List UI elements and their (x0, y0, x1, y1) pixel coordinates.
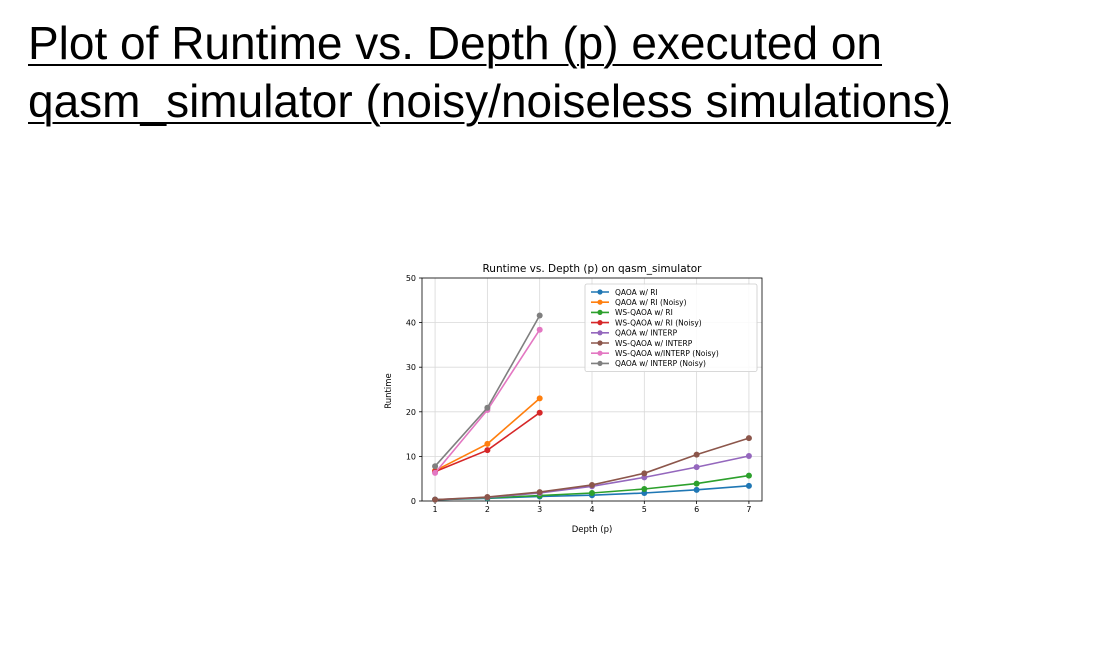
data-point (693, 486, 700, 493)
legend-marker (597, 299, 603, 305)
legend-label: QAOA w/ RI (615, 288, 658, 297)
data-point (589, 481, 595, 488)
data-point (745, 472, 752, 479)
legend-marker (597, 330, 603, 336)
legend-label: QAOA w/ INTERP (Noisy) (615, 359, 706, 368)
y-tick-label: 20 (406, 408, 416, 417)
legend-marker (597, 289, 603, 295)
x-axis-label: Depth (p) (572, 525, 613, 535)
legend-item: WS-QAOA w/ RI (Noisy) (591, 318, 702, 327)
chart-figure: 1 2 3 4 5 6 7 0 10 20 30 40 50 Runtime vs. Depth (p)… (380, 258, 780, 538)
y-tick-label: 40 (406, 319, 416, 328)
legend-label: WS-QAOA w/ INTERP (615, 339, 693, 348)
data-point (432, 496, 439, 503)
data-point (745, 482, 752, 489)
y-tick-label: 50 (406, 274, 416, 283)
legend-marker (597, 320, 603, 326)
data-point (536, 312, 543, 319)
legend-marker (597, 350, 603, 356)
runtime-line-chart: 1 2 3 4 5 6 7 0 10 20 30 40 50 Runtime vs. Depth (p)… (384, 263, 763, 535)
legend-label: QAOA w/ RI (Noisy) (615, 298, 687, 307)
data-point (693, 464, 700, 471)
data-point (536, 489, 543, 496)
data-point (745, 452, 752, 459)
legend-label: QAOA w/ INTERP (615, 329, 678, 338)
legend-marker (597, 340, 603, 346)
legend-label: WS-QAOA w/ RI (Noisy) (615, 318, 702, 327)
axis-ticks: 1 2 3 4 5 6 7 0 10 20 30 40 50 (406, 274, 752, 514)
legend-item: QAOA w/ INTERP (Noisy) (591, 359, 706, 368)
data-point (693, 451, 700, 458)
data-point (484, 404, 491, 411)
data-point (641, 470, 648, 477)
legend-item: QAOA w/ RI (Noisy) (591, 298, 687, 307)
slide-title-line-1: Plot of Runtime vs. Depth (p) executed o… (28, 17, 882, 69)
y-tick-label: 0 (411, 497, 416, 506)
data-point (484, 493, 491, 500)
legend-item: WS-QAOA w/ RI (591, 308, 673, 317)
data-point (484, 447, 491, 454)
legend-item: QAOA w/ INTERP (591, 329, 678, 338)
legend-label: WS-QAOA w/INTERP (Noisy) (615, 349, 719, 358)
data-point (536, 395, 543, 402)
legend-marker (597, 309, 603, 315)
data-point (745, 435, 752, 442)
legend-marker (597, 360, 603, 366)
y-axis-label: Runtime (384, 373, 394, 409)
chart-title: Runtime vs. Depth (p) on qasm_simulator (482, 263, 702, 275)
x-tick-label: 1 (433, 505, 438, 514)
series (432, 435, 752, 503)
slide-title-line-2: qasm_simulator (noisy/noiseless simulati… (28, 75, 951, 127)
x-tick-label: 2 (485, 505, 490, 514)
x-tick-label: 7 (746, 505, 751, 514)
x-tick-label: 3 (537, 505, 542, 514)
y-tick-label: 30 (406, 363, 416, 372)
y-tick-label: 10 (406, 452, 416, 461)
data-point (432, 469, 439, 476)
data-point (641, 485, 648, 492)
legend-box (584, 283, 758, 372)
data-point (536, 326, 543, 333)
data-point (589, 489, 595, 496)
x-tick-label: 4 (589, 505, 594, 514)
x-tick-label: 6 (694, 505, 699, 514)
series (432, 312, 543, 470)
data-point (432, 463, 439, 470)
data-point (484, 440, 491, 447)
legend-label: WS-QAOA w/ RI (615, 308, 673, 317)
chart-series (432, 312, 752, 503)
legend-item: WS-QAOA w/INTERP (Noisy) (591, 349, 719, 358)
legend-item: WS-QAOA w/ INTERP (591, 339, 693, 348)
data-point (693, 480, 700, 487)
legend-item: QAOA w/ RI (591, 288, 658, 297)
x-tick-label: 5 (642, 505, 647, 514)
slide-title: Plot of Runtime vs. Depth (p) executed o… (28, 14, 1108, 130)
data-point (536, 409, 543, 416)
